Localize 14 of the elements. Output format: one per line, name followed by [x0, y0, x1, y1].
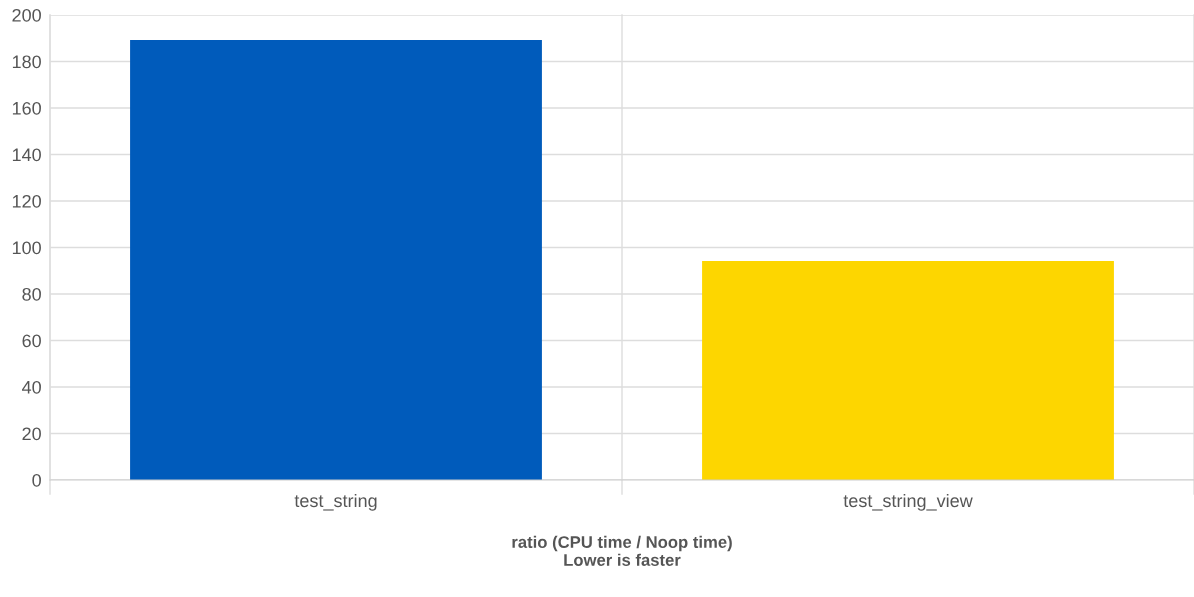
y-tick-label: 80 — [22, 287, 41, 301]
x-tick-label: test_string — [294, 493, 377, 511]
x-tick-label: test_string_view — [843, 493, 973, 511]
y-tick-label: 60 — [22, 334, 41, 348]
y-tick-label: 200 — [12, 8, 41, 22]
y-tick-label: 100 — [12, 241, 41, 255]
y-tick-label: 40 — [22, 380, 41, 394]
y-tick-label: 160 — [12, 101, 41, 115]
y-tick-label: 0 — [32, 473, 41, 487]
y-tick-label: 180 — [12, 55, 41, 69]
y-tick-label: 120 — [12, 194, 41, 208]
y-tick-label: 20 — [22, 427, 41, 441]
y-tick-label: 140 — [12, 148, 41, 162]
x-axis-title: ratio (CPU time / Noop time) Lower is faster — [512, 535, 732, 566]
